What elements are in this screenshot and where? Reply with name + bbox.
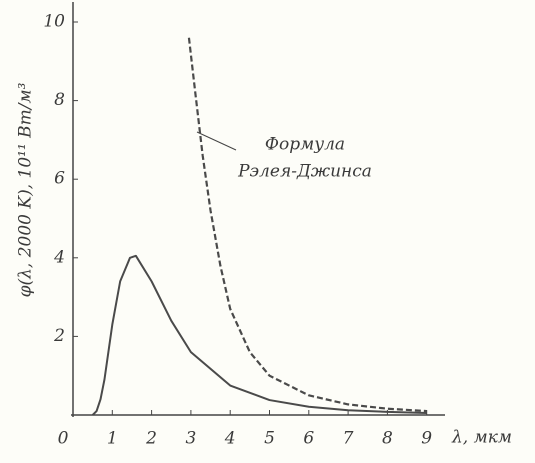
y-tick-label: 6 — [54, 169, 65, 189]
x-tick-label: 8 — [382, 429, 393, 449]
x-tick-label: 2 — [145, 429, 157, 449]
x-tick-label: 3 — [185, 429, 196, 449]
series-line — [187, 37, 427, 413]
x-tick-label: 4 — [224, 429, 236, 449]
x-tick-label: 0 — [58, 429, 69, 449]
y-tick-label: 4 — [53, 247, 65, 267]
y-tick-label: 2 — [53, 326, 65, 346]
x-tick-label: 1 — [107, 429, 118, 449]
x-tick-label: 9 — [421, 429, 432, 449]
x-tick-label: 7 — [343, 429, 354, 449]
annotation-pointer — [196, 131, 237, 151]
series-line — [91, 254, 427, 416]
y-tick-label: 10 — [43, 12, 65, 32]
annotation: Формула — [265, 135, 345, 155]
annotation: Рэлея-Джинса — [237, 162, 372, 182]
x-tick-label: 6 — [303, 429, 314, 449]
x-tick-label: 5 — [264, 429, 275, 449]
x-axis-label: λ, мкм — [451, 428, 512, 448]
y-tick-label: 8 — [54, 90, 65, 110]
y-axis-label: φ(λ, 2000 K), 10¹¹ Вт/м³ — [16, 82, 36, 297]
